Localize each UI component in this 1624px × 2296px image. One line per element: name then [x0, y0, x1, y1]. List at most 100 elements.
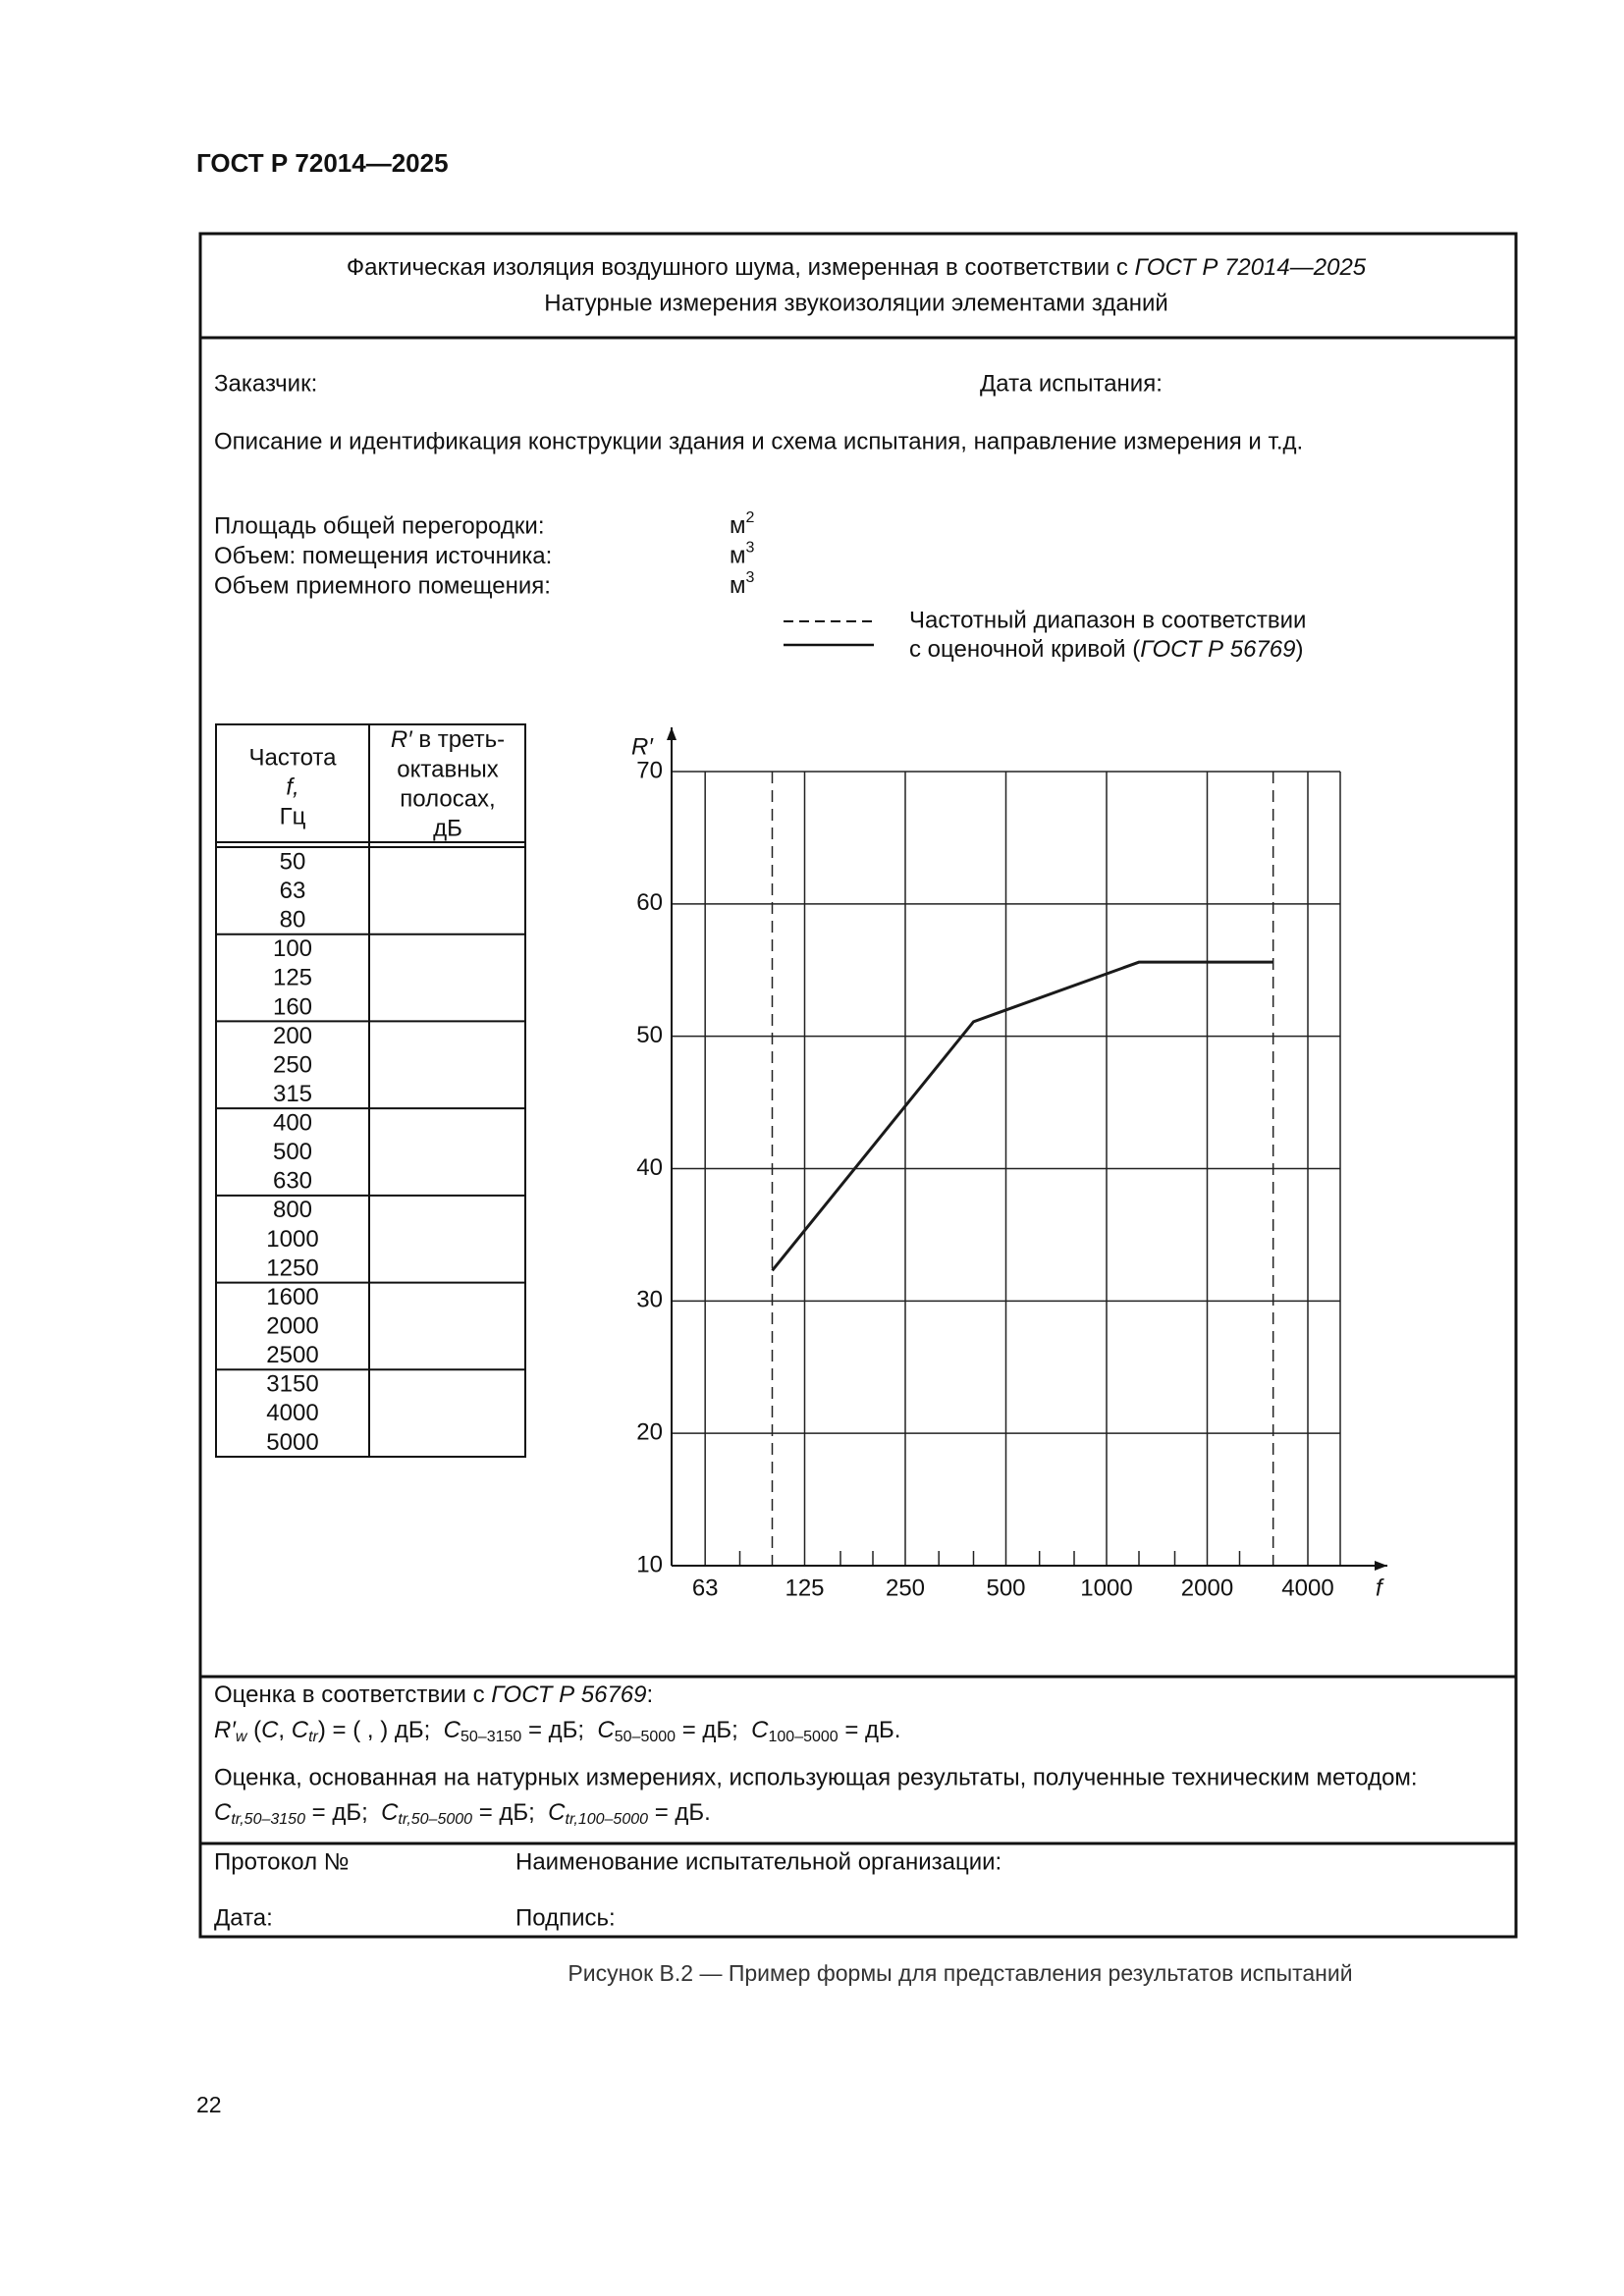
form-frame	[198, 232, 1518, 1939]
description-label: Описание и идентификация конструкции зда…	[214, 428, 1303, 454]
formula: = дБ.	[648, 1799, 711, 1826]
x-tick-label: 250	[886, 1575, 925, 1601]
legend-text: Частотный диапазон в соответствии	[909, 607, 1306, 633]
formula: 100–5000	[769, 1729, 839, 1745]
x-axis-label: f	[1376, 1575, 1384, 1601]
table-header: дБ	[433, 815, 462, 841]
unit-exponent: 3	[746, 540, 755, 557]
field-unit: м2	[730, 509, 755, 539]
date-label: Дата испытания:	[980, 370, 1163, 397]
frequency-cell: 100	[273, 935, 312, 962]
table-header-symbol: R′	[391, 726, 413, 753]
formula: = дБ.	[839, 1717, 901, 1743]
y-axis-label: R′	[631, 733, 654, 760]
x-tick-label: 1000	[1080, 1575, 1132, 1601]
unit-exponent: 2	[746, 509, 755, 526]
unit: м	[730, 572, 746, 599]
table-header: f,	[286, 774, 298, 800]
reference-curve	[771, 960, 1273, 1272]
y-tick-label: 10	[636, 1551, 663, 1577]
evaluation-line: Оценка в соответствии с ГОСТ Р 56769:	[214, 1682, 653, 1708]
unit: м	[730, 543, 746, 569]
y-tick-label: 50	[636, 1022, 663, 1048]
x-tick-label: 4000	[1281, 1575, 1333, 1601]
formula: = дБ;	[676, 1717, 751, 1743]
header-title: ГОСТ Р 72014—2025	[196, 148, 449, 178]
field-label: Объем: помещения источника:	[214, 543, 552, 569]
formula: 50–3150	[460, 1729, 521, 1745]
formula: C	[444, 1717, 461, 1743]
table-header: Частота	[249, 744, 338, 771]
form-subtitle: Натурные измерения звукоизоляции элемент…	[544, 290, 1168, 316]
formula: (	[246, 1717, 261, 1743]
date-label: Дата:	[214, 1904, 273, 1931]
frequency-cell: 80	[280, 907, 306, 934]
evaluation-text: Оценка в соответствии с	[214, 1682, 491, 1708]
y-tick-label: 70	[636, 757, 663, 783]
table-header: в треть-	[412, 726, 505, 753]
y-tick-label: 60	[636, 889, 663, 916]
x-tick-label: 125	[785, 1575, 824, 1601]
x-tick-label: 2000	[1181, 1575, 1233, 1601]
chart: 10 20 30 40 50 60 70 63 125 250 500 1000 2000 4000 R′ f	[631, 727, 1387, 1601]
formula: tr,50–3150	[231, 1811, 305, 1828]
field-label: Объем приемного помещения:	[214, 572, 551, 599]
legend-text: )	[1295, 636, 1303, 663]
frequency-cell: 1600	[266, 1284, 318, 1310]
frequency-cell: 1250	[266, 1255, 318, 1281]
y-tick-label: 40	[636, 1154, 663, 1181]
y-axis-arrow	[667, 727, 677, 740]
frequency-cell: 160	[273, 993, 312, 1020]
formula: ) = ( , ) дБ;	[318, 1717, 444, 1743]
legend-ref: ГОСТ Р 56769	[1140, 636, 1295, 663]
formula: C	[751, 1717, 769, 1743]
table-header: Гц	[280, 803, 306, 829]
frequency-cell: 4000	[266, 1400, 318, 1426]
frequency-cell: 630	[273, 1168, 312, 1195]
formula: C	[597, 1717, 615, 1743]
frequency-cell: 5000	[266, 1429, 318, 1456]
frequency-cell: 125	[273, 965, 312, 991]
evaluation-ref: ГОСТ Р 56769	[491, 1682, 646, 1708]
frequency-cell: 2500	[266, 1342, 318, 1368]
formula: = дБ;	[521, 1717, 597, 1743]
formula: tr,50–5000	[398, 1811, 472, 1828]
frequency-table: Частота f, Гц R′ в треть- октавных полос…	[215, 723, 526, 1458]
frequency-cell: 500	[273, 1139, 312, 1165]
y-tick-label: 20	[636, 1419, 663, 1446]
form-title: Фактическая изоляция воздушного шума, из…	[347, 254, 1367, 281]
formula: tr	[308, 1729, 318, 1745]
table-header: полосах,	[400, 785, 495, 812]
x-axis-arrow	[1375, 1561, 1387, 1571]
signature-label: Подпись:	[515, 1904, 616, 1931]
frequency-cell: 200	[273, 1023, 312, 1049]
evaluation-line: Ctr,50–3150 = дБ; Ctr,50–5000 = дБ; Ctr,…	[214, 1799, 711, 1828]
table-header: октавных	[397, 756, 498, 782]
evaluation-line: R′w (C, Ctr) = ( , ) дБ; C50–3150 = дБ; …	[214, 1717, 900, 1745]
frequency-cell: 1000	[266, 1226, 318, 1253]
legend-text: с оценочной кривой (ГОСТ Р 56769)	[909, 636, 1303, 663]
evaluation-line: Оценка, основанная на натурных измерения…	[214, 1764, 1418, 1790]
field-label: Площадь общей перегородки:	[214, 512, 545, 539]
legend-text: с оценочной кривой (	[909, 636, 1140, 663]
formula: R′	[214, 1717, 237, 1743]
x-tick-label: 63	[692, 1575, 719, 1601]
formula: = дБ;	[472, 1799, 548, 1826]
protocol-label: Протокол №	[214, 1848, 350, 1875]
x-tick-label: 500	[986, 1575, 1025, 1601]
frequency-cell: 63	[280, 878, 306, 904]
field-unit: м3	[730, 540, 755, 569]
figure-caption: Рисунок В.2 — Пример формы для представл…	[568, 1960, 1352, 1986]
frequency-cell: 315	[273, 1081, 312, 1107]
formula: ,	[278, 1717, 291, 1743]
unit: м	[730, 512, 746, 539]
organization-label: Наименование испытательной организации:	[515, 1848, 1001, 1875]
y-tick-label: 30	[636, 1287, 663, 1313]
formula: C	[261, 1717, 279, 1743]
formula: = дБ;	[305, 1799, 381, 1826]
formula: tr,100–5000	[566, 1811, 649, 1828]
frequency-cell: 3150	[266, 1371, 318, 1398]
formula: C	[381, 1799, 399, 1826]
frequency-cell: 2000	[266, 1313, 318, 1340]
